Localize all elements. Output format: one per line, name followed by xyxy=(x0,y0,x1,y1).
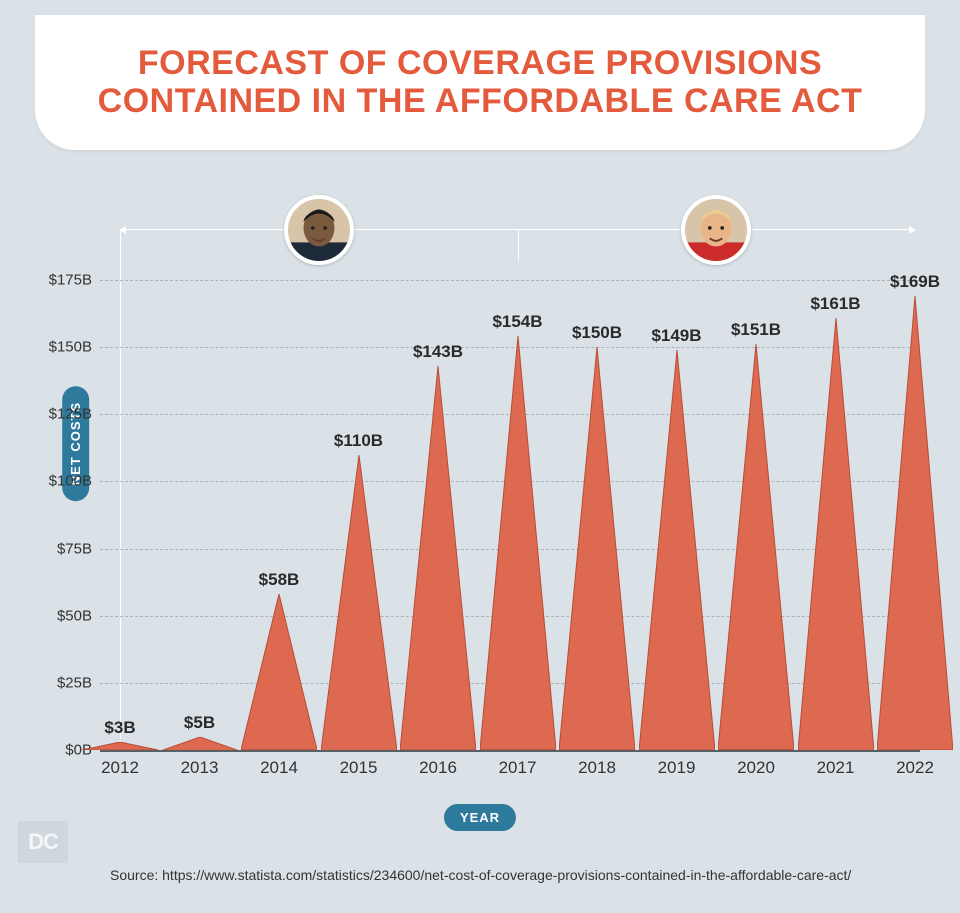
y-tick-label: $150B xyxy=(22,339,92,356)
chart-plot-area: $0B$25B$50B$75B$100B$125B$150B$175B $3B2… xyxy=(100,280,920,750)
data-peak xyxy=(639,350,715,750)
data-peak xyxy=(480,336,556,750)
x-tick-label: 2021 xyxy=(817,758,855,778)
period-line xyxy=(518,229,682,230)
data-peak xyxy=(241,594,317,750)
gridline xyxy=(100,280,920,281)
data-value-label: $3B xyxy=(104,718,135,738)
y-tick-label: $75B xyxy=(22,540,92,557)
data-peak xyxy=(321,455,397,750)
period-divider xyxy=(518,229,519,261)
period-line xyxy=(120,229,284,230)
data-peak xyxy=(718,344,794,750)
y-tick-label: $25B xyxy=(22,674,92,691)
x-tick-label: 2016 xyxy=(419,758,457,778)
data-value-label: $110B xyxy=(334,431,383,451)
data-value-label: $143B xyxy=(413,342,463,362)
y-tick-label: $175B xyxy=(22,272,92,289)
data-peak xyxy=(400,366,476,750)
data-value-label: $5B xyxy=(184,713,215,733)
trump-avatar xyxy=(681,195,751,265)
data-peak xyxy=(798,318,874,750)
y-tick-label: $100B xyxy=(22,473,92,490)
obama-avatar xyxy=(284,195,354,265)
period-line xyxy=(354,229,518,230)
data-value-label: $169B xyxy=(890,272,940,292)
x-tick-label: 2014 xyxy=(260,758,298,778)
infographic-canvas: FORECAST OF COVERAGE PROVISIONS CONTAINE… xyxy=(0,0,960,913)
title-line-2: CONTAINED IN THE AFFORDABLE CARE ACT xyxy=(98,83,863,120)
x-tick-label: 2012 xyxy=(101,758,139,778)
data-peak xyxy=(559,347,635,750)
x-tick-label: 2013 xyxy=(181,758,219,778)
data-value-label: $151B xyxy=(731,320,781,340)
title-line-1: FORECAST OF COVERAGE PROVISIONS xyxy=(98,45,863,82)
y-tick-label: $125B xyxy=(22,406,92,423)
x-axis-baseline xyxy=(100,750,920,752)
data-value-label: $161B xyxy=(810,294,860,314)
source-citation: Source: https://www.statista.com/statist… xyxy=(110,867,851,883)
chart-title: FORECAST OF COVERAGE PROVISIONS CONTAINE… xyxy=(98,45,863,120)
x-tick-label: 2020 xyxy=(737,758,775,778)
x-tick-label: 2019 xyxy=(658,758,696,778)
x-tick-label: 2022 xyxy=(896,758,934,778)
data-value-label: $149B xyxy=(651,326,701,346)
x-tick-label: 2018 xyxy=(578,758,616,778)
data-peak xyxy=(82,742,158,750)
data-value-label: $154B xyxy=(492,312,542,332)
data-peak xyxy=(162,737,238,750)
x-tick-label: 2017 xyxy=(499,758,537,778)
y-tick-label: $50B xyxy=(22,607,92,624)
brand-logo: DC xyxy=(18,821,68,863)
x-axis-label: YEAR xyxy=(444,804,516,831)
data-peak xyxy=(877,296,953,750)
data-value-label: $150B xyxy=(572,323,622,343)
title-banner: FORECAST OF COVERAGE PROVISIONS CONTAINE… xyxy=(35,15,925,150)
data-value-label: $58B xyxy=(259,570,300,590)
logo-text: DC xyxy=(28,829,58,855)
x-tick-label: 2015 xyxy=(340,758,378,778)
period-line xyxy=(751,229,915,230)
